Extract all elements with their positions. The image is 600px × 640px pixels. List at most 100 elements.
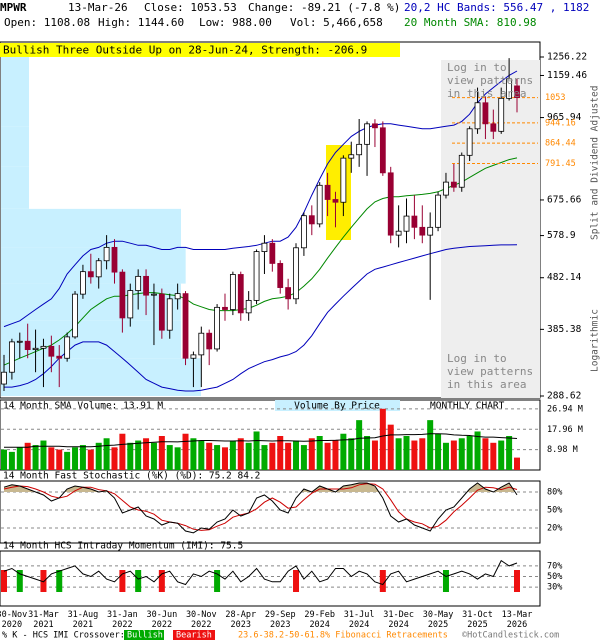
notice: Log in to view patterns in this area — [447, 352, 534, 391]
candle-body — [277, 263, 284, 288]
vol: Vol: 5,466,658 — [290, 16, 383, 29]
stochastic-title: 14 Month Fast Stochastic (%K) (%D): 75.2… — [3, 471, 260, 482]
vbp-bar — [1, 283, 181, 321]
candle-body — [229, 274, 236, 310]
fib-label: 864.44 — [545, 139, 576, 149]
volume-bar — [498, 440, 505, 470]
volume-bar — [24, 442, 31, 470]
candle-body — [143, 275, 149, 296]
candle-body — [103, 246, 110, 262]
candle-body — [72, 293, 78, 338]
x-tick-label: 30-Jun 2022 — [146, 610, 178, 630]
candle-body — [372, 123, 378, 129]
notice: Log in to view patterns in this area — [447, 61, 534, 100]
candle-body — [151, 293, 157, 296]
candle-body — [206, 332, 213, 350]
candle-body — [16, 340, 23, 343]
volume-bar — [103, 438, 110, 470]
volume-bar — [364, 436, 371, 470]
candle-body — [514, 85, 520, 98]
y-tick-label: 80% — [547, 488, 562, 498]
candle-body — [253, 251, 260, 301]
candle-body — [340, 157, 347, 203]
volume-bar — [293, 440, 300, 470]
volume-bar — [379, 408, 386, 470]
volume-bar — [214, 445, 221, 470]
volume-bar — [198, 440, 205, 470]
crossover-bar — [442, 570, 449, 592]
candle-body — [498, 97, 505, 132]
volume-bar — [514, 457, 520, 470]
stoch-d — [3, 483, 518, 531]
x-tick-label: 28-Apr 2023 — [225, 610, 257, 630]
x-tick-label: 31-Jul 2024 — [343, 610, 375, 630]
volume-bar — [1, 449, 7, 470]
candle-body — [474, 102, 481, 130]
fib-legend: 23.6-38.2-50-61.8% Fibonacci Retracement… — [238, 631, 448, 640]
volume-bar — [506, 436, 513, 470]
volume-bar — [72, 447, 79, 470]
candle-body — [245, 299, 252, 314]
candle-body — [458, 154, 465, 188]
volume-bar — [40, 440, 47, 470]
volume-bar — [371, 440, 378, 470]
imi-title: 14 Month HCS Intraday Momentum (IMI): 75… — [3, 541, 243, 552]
candle-body — [198, 332, 205, 356]
volume-bar — [253, 431, 260, 470]
candle-body — [174, 293, 181, 300]
y-tick-label: 675.66 — [547, 194, 582, 205]
vbp-bar — [1, 57, 29, 127]
y-tick-label: 578.9 — [547, 230, 576, 241]
candle-body — [348, 154, 355, 159]
copyright: ©HotCandlestick.com — [462, 631, 559, 640]
volume-bar — [277, 436, 284, 470]
candle-body — [332, 199, 339, 203]
y-tick-label: 288.62 — [547, 391, 581, 402]
volume-bar — [79, 445, 86, 470]
vbp-bar — [1, 166, 29, 209]
y-tick-label: 50% — [547, 506, 562, 516]
crossover-bar — [293, 570, 300, 592]
volume-bar — [87, 449, 94, 470]
fib-label: 944.16 — [545, 118, 576, 128]
candle-body — [419, 226, 426, 236]
x-tick-label: 29-Sep 2023 — [264, 610, 296, 630]
volume-bar — [332, 440, 339, 470]
volume-bar — [324, 442, 331, 470]
candle-body — [482, 102, 489, 125]
axis-note: Split and Dividend Adjusted — [590, 86, 600, 240]
candle-body — [443, 181, 449, 196]
candle-body — [356, 143, 363, 156]
volume-bar — [316, 436, 323, 470]
candle-body — [301, 215, 307, 249]
change: Change: -89.21 (-7.8 %) — [248, 1, 400, 14]
banner: Bullish Three Outside Up on 28-Jun-24, S… — [3, 44, 367, 57]
vbp-title-bg — [275, 400, 400, 411]
y-tick-label: 20% — [547, 524, 562, 534]
crossover-bar — [379, 570, 386, 592]
candle-body — [324, 184, 331, 200]
overlay-line — [4, 244, 518, 392]
candle-body — [48, 345, 55, 357]
volume-bar — [285, 442, 292, 470]
volume-bar — [458, 438, 465, 470]
volume-bar — [411, 440, 418, 470]
x-tick-label: 31-Mar 2021 — [28, 610, 59, 630]
overlay-line — [3, 70, 518, 328]
volume-bar — [308, 438, 315, 470]
candle-body — [387, 172, 394, 236]
candle-body — [32, 347, 39, 350]
candle-body — [1, 371, 7, 385]
volume-bar — [435, 433, 442, 470]
candle-body — [506, 78, 513, 99]
bands: 20,2 HC Bands: 556.47 , 1182 — [404, 1, 589, 14]
volume-bar — [8, 451, 15, 470]
crossover-bar — [16, 570, 23, 592]
y-tick-label: 70% — [547, 561, 562, 571]
candle-body — [490, 123, 497, 132]
candle-body — [95, 260, 102, 278]
y-tick-label: 30% — [547, 583, 562, 593]
sma: 20 Month SMA: 810.98 — [404, 16, 536, 29]
volume-bar — [474, 431, 481, 470]
